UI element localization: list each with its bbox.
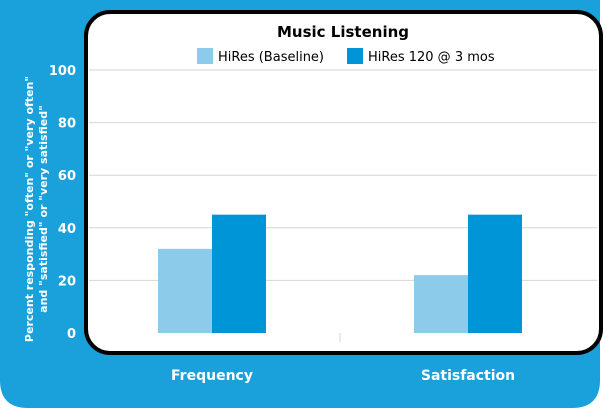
y-tick-label: 20 — [58, 274, 76, 289]
y-tick-label: 80 — [58, 117, 76, 132]
y-tick-label: 40 — [58, 222, 76, 237]
y-tick-label: 0 — [67, 327, 76, 342]
y-tick-label: 100 — [49, 64, 76, 79]
bars — [158, 214, 522, 333]
legend: HiRes (Baseline) HiRes 120 @ 3 mos — [197, 48, 495, 65]
bar-hires120-frequency — [212, 214, 266, 333]
legend-swatch-hires120 — [347, 48, 363, 64]
y-axis-label-line1: Percent responding "often" or "very ofte… — [23, 76, 36, 342]
x-tick-label-satisfaction: Satisfaction — [421, 368, 515, 384]
bar-hires120-satisfaction — [468, 214, 522, 333]
legend-label-baseline: HiRes (Baseline) — [218, 50, 324, 65]
x-tick-label-frequency: Frequency — [171, 368, 253, 384]
chart-title: Music Listening — [277, 23, 409, 41]
bar-baseline-frequency — [158, 248, 212, 333]
y-tick-label: 60 — [58, 169, 76, 184]
legend-swatch-baseline — [197, 48, 213, 64]
legend-label-hires120: HiRes 120 @ 3 mos — [368, 50, 495, 65]
y-tick-labels: 0 20 40 60 80 100 — [49, 64, 76, 342]
x-tick-labels: Frequency Satisfaction — [171, 368, 515, 384]
y-axis-label-line2: and "satisfied" or "very satisfied" — [37, 105, 50, 313]
bar-baseline-satisfaction — [414, 275, 468, 333]
